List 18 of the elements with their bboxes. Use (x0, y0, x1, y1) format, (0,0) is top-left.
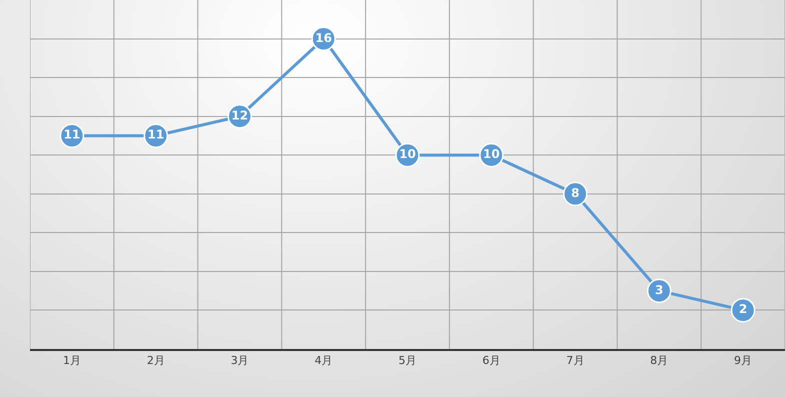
x-tick-label: 5月 (398, 354, 416, 368)
x-tick-label: 8月 (650, 354, 668, 368)
x-tick-label: 9月 (734, 354, 752, 368)
x-tick-label: 3月 (230, 354, 249, 368)
x-tick-label: 1月 (62, 354, 81, 368)
data-label: 2 (738, 302, 748, 316)
data-label: 16 (315, 30, 332, 45)
data-label: 3 (654, 282, 664, 297)
x-tick-label: 2月 (146, 354, 165, 368)
data-label: 10 (399, 147, 416, 162)
x-tick-label: 6月 (482, 354, 500, 368)
data-label: 11 (147, 128, 164, 142)
data-label: 12 (231, 108, 248, 122)
data-label: 10 (483, 147, 500, 162)
x-tick-label: 7月 (566, 354, 584, 368)
data-label: 11 (64, 128, 80, 142)
data-label: 8 (571, 186, 580, 200)
x-tick-label: 4月 (314, 354, 333, 368)
